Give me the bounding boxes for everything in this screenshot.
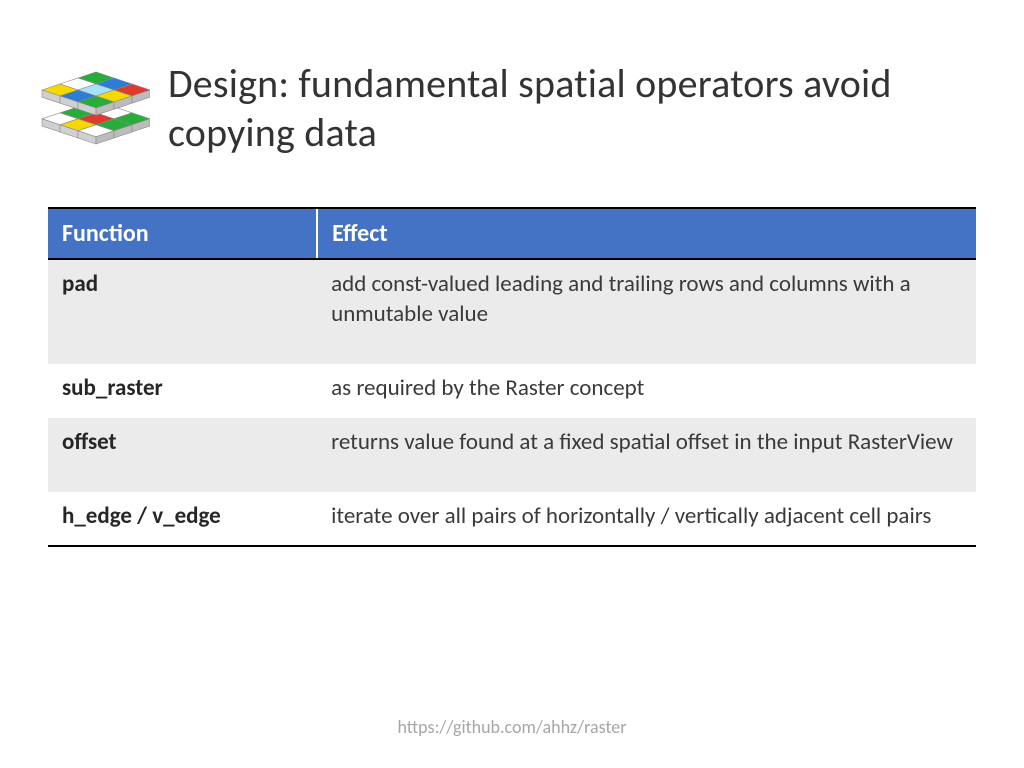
table-row: padadd const-valued leading and trailing…	[48, 259, 976, 364]
cell-function: offset	[48, 418, 317, 492]
footer-url: https://github.com/ahhz/raster	[0, 716, 1024, 738]
cell-function: h_edge / v_edge	[48, 492, 317, 547]
cell-function: sub_raster	[48, 364, 317, 418]
slide-title: Design: fundamental spatial operators av…	[168, 60, 974, 158]
table-header-row: Function Effect	[48, 209, 976, 259]
operators-table: Function Effect padadd const-valued lead…	[48, 207, 976, 547]
logo-icon	[30, 66, 150, 161]
table-row: sub_rasteras required by the Raster conc…	[48, 364, 976, 418]
cell-effect: iterate over all pairs of horizontally /…	[317, 492, 976, 547]
cell-function: pad	[48, 259, 317, 364]
cell-effect: add const-valued leading and trailing ro…	[317, 259, 976, 364]
table-row: h_edge / v_edgeiterate over all pairs of…	[48, 492, 976, 547]
col-effect: Effect	[317, 209, 976, 259]
col-function: Function	[48, 209, 317, 259]
cell-effect: returns value found at a fixed spatial o…	[317, 418, 976, 492]
table-row: offsetreturns value found at a fixed spa…	[48, 418, 976, 492]
cell-effect: as required by the Raster concept	[317, 364, 976, 418]
